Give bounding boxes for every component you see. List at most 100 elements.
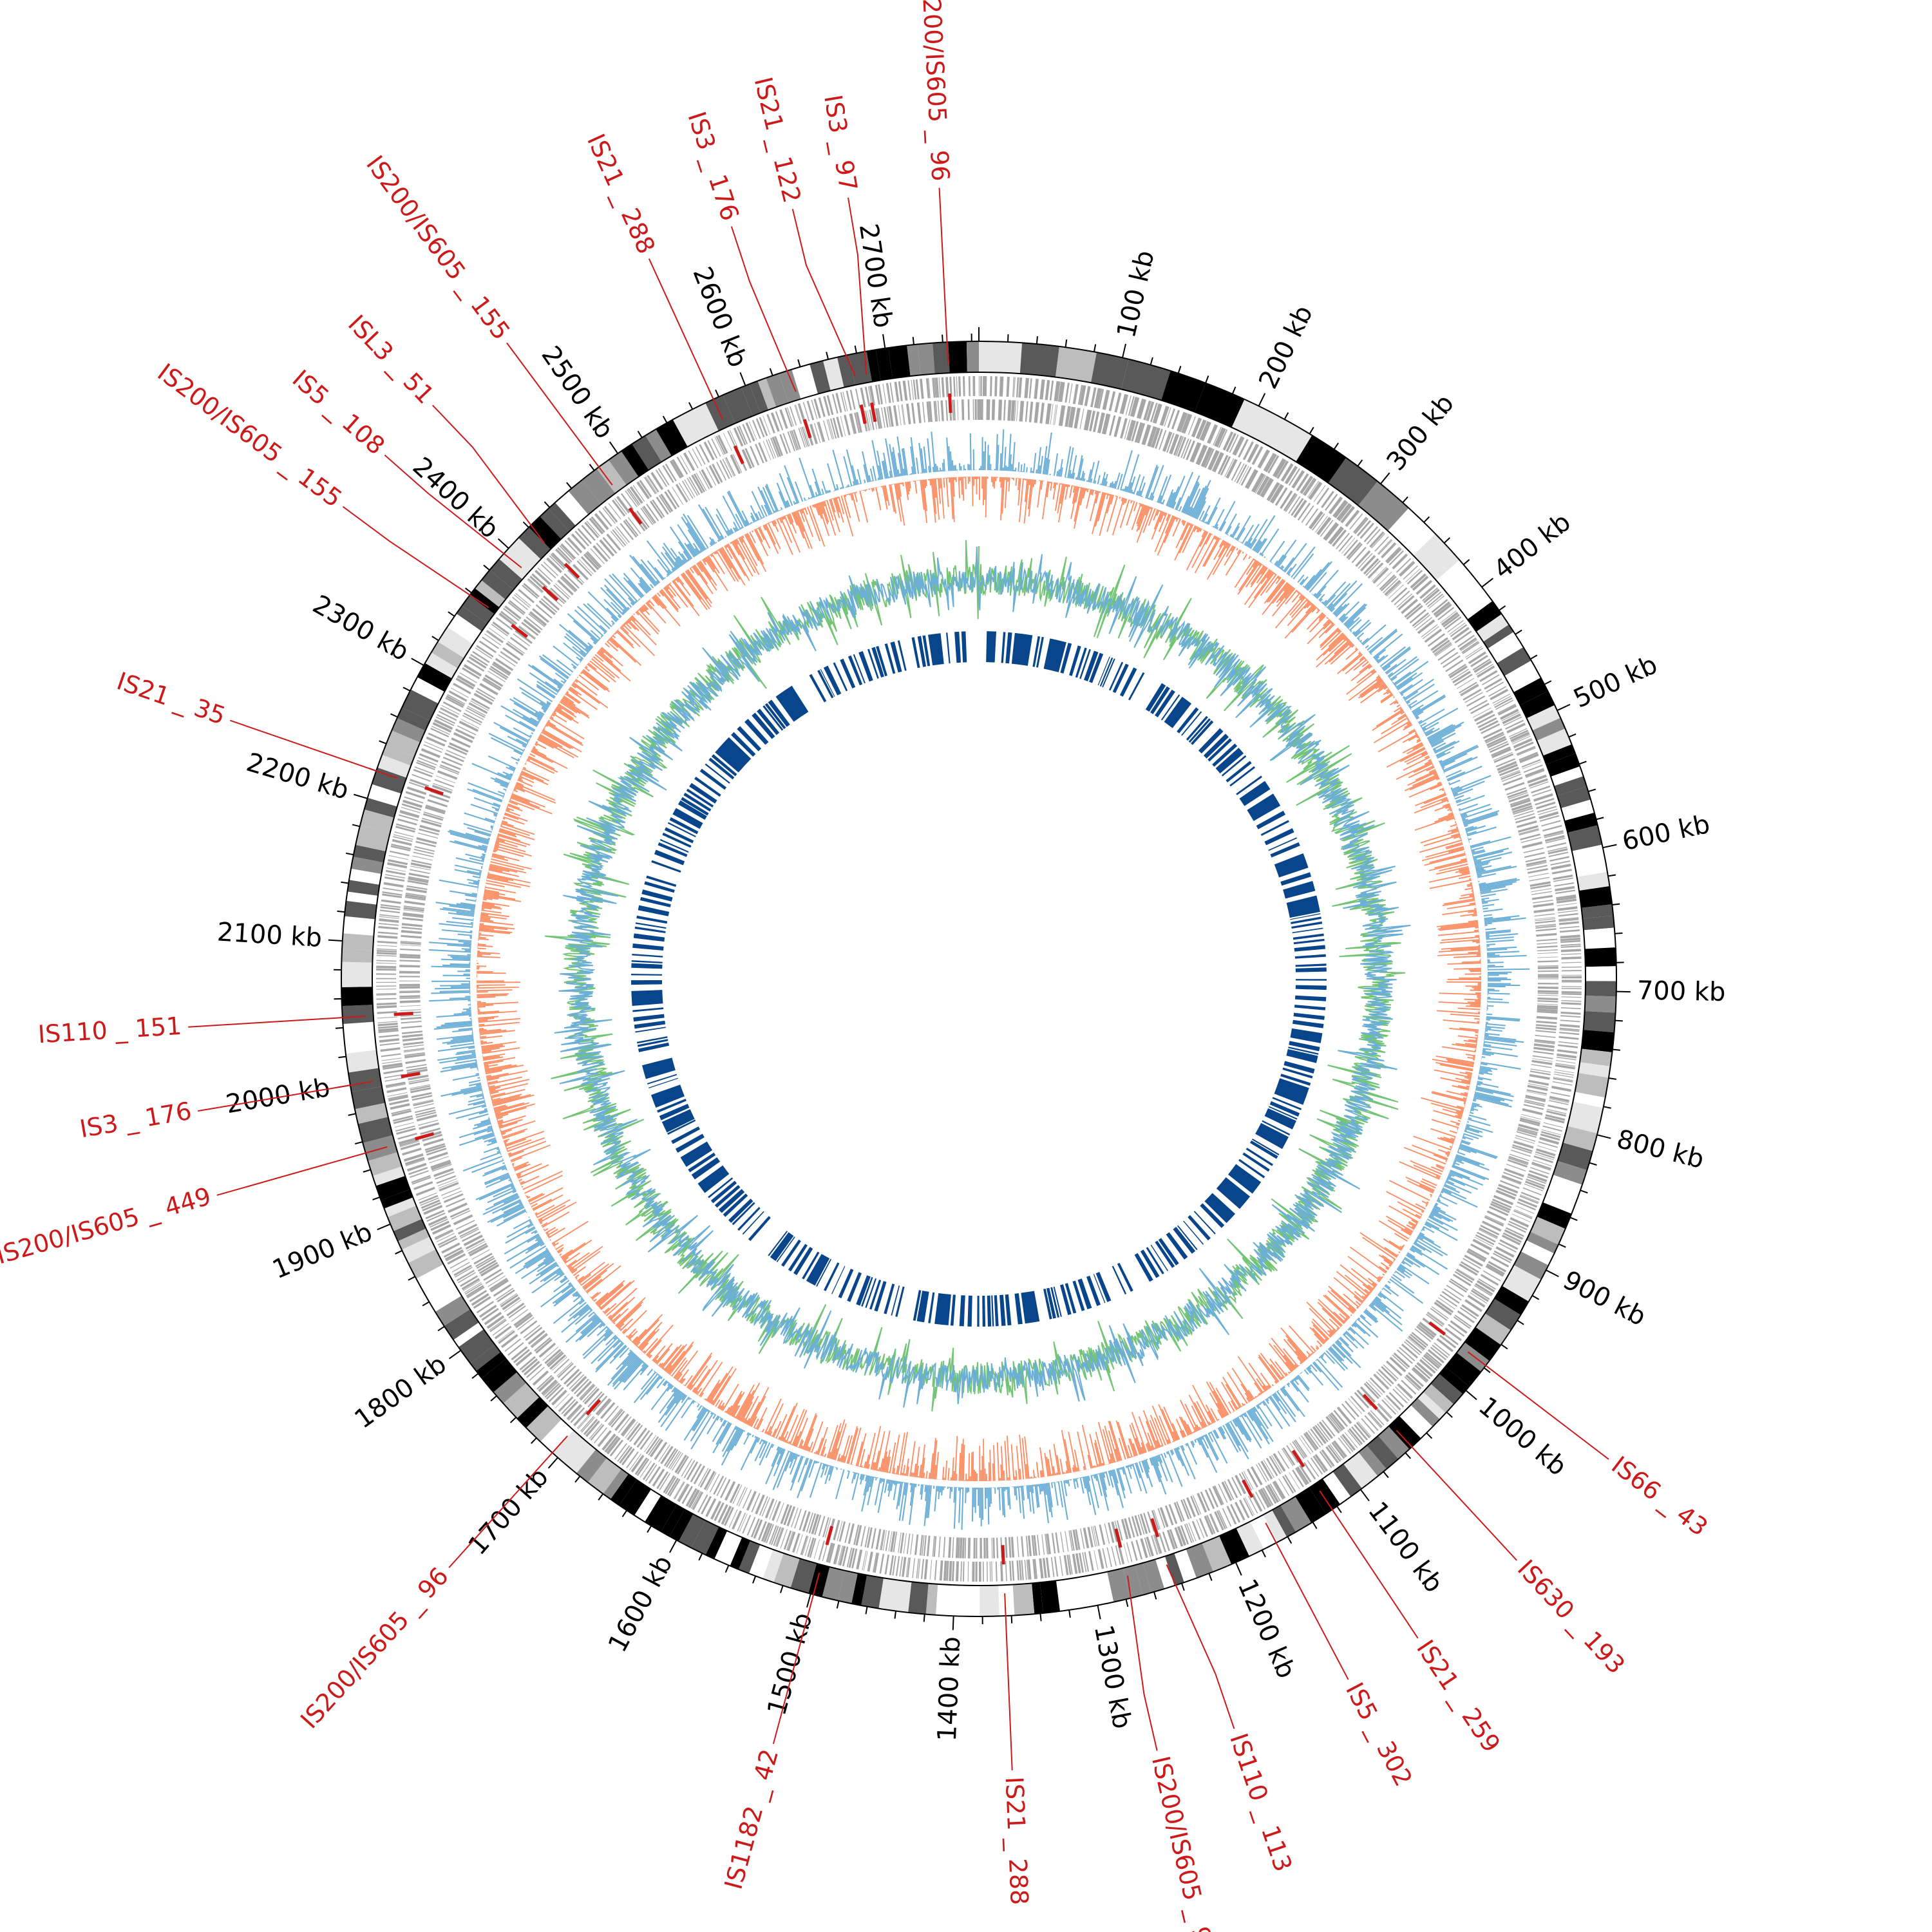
tick-mark [1405,1452,1412,1459]
gene-feature [1312,513,1325,531]
gene-feature [1441,612,1459,626]
gene-feature [566,1371,582,1387]
gene-feature [1235,1501,1245,1521]
gene-feature [706,467,717,486]
gene-feature [1559,1032,1580,1036]
gene-feature [873,1552,877,1573]
gene-feature [1139,1513,1148,1534]
tick-mark [1443,537,1450,544]
gene-feature [875,384,880,405]
gene-feature [1028,401,1034,422]
gene-feature [1197,1492,1208,1513]
feature-block [1290,913,1321,920]
gene-feature [1520,833,1540,840]
gene-feature [376,992,397,995]
gene-feature [558,1396,574,1412]
gene-feature [586,520,600,536]
feature-block [1160,694,1180,721]
gene-feature [1084,1551,1090,1572]
feature-block [802,1251,820,1280]
gene-feature [717,435,728,454]
gene-feature [1226,433,1236,452]
ideogram-band [925,1583,938,1615]
gene-feature [1547,846,1567,852]
gene-feature [421,819,442,828]
gene-feature [636,510,650,528]
gene-feature [1417,619,1435,634]
gene-feature [709,1473,720,1493]
ideogram-band [1567,825,1602,851]
gene-feature [1422,587,1438,601]
gene-feature [1533,793,1553,802]
gene-feature [1121,1519,1129,1540]
ideogram-band [749,1544,773,1579]
gene-feature [1204,1489,1215,1510]
gene-feature [1516,746,1536,755]
gene-feature [1320,520,1334,537]
gene-feature [639,1461,652,1478]
gene-feature [400,1014,421,1017]
gene-feature [1218,1510,1227,1529]
gene-feature [775,411,784,431]
feature-block [1164,696,1192,728]
gene-feature [408,1077,430,1083]
ideogram-band [582,468,616,504]
gene-feature [439,1182,459,1192]
gene-feature [793,429,801,450]
gene-feature [671,1452,683,1471]
feature-block [1183,1220,1204,1245]
gene-feature [527,579,543,594]
gene-feature [1328,496,1343,515]
gene-feature [627,489,639,506]
gene-feature [814,1515,822,1535]
gene-feature [594,513,609,531]
gene-feature [1386,582,1402,597]
gene-feature [448,690,468,702]
gene-feature [436,1233,455,1243]
gene-feature [479,683,498,696]
gene-feature [1296,473,1309,491]
gene-feature [884,1554,890,1575]
gene-feature [1151,1535,1159,1555]
ideogram-band [1476,614,1510,642]
gene-feature [1516,820,1537,828]
tick-mark [1153,1591,1157,1600]
gene-feature [1207,424,1218,444]
gene-feature [1484,677,1502,690]
gene-feature [527,1330,545,1345]
gene-feature [1535,920,1556,924]
ideogram-band [424,652,458,679]
gene-feature [408,781,428,790]
gene-feature [415,840,436,848]
gene-feature [576,560,592,576]
ideogram-band [347,880,380,896]
gene-feature [768,439,777,459]
feature-block [638,1042,670,1052]
is-element-label: IS200/IS605 _ 449 [0,1182,214,1269]
is-leader-line [188,1016,365,1028]
gene-feature [1336,502,1352,522]
gene-feature [1092,1526,1098,1547]
gene-feature [1434,643,1452,656]
feature-block [659,838,689,853]
gene-feature [911,379,914,400]
gene-feature [1401,1379,1417,1395]
gene-feature [688,450,699,469]
gene-feature [577,528,592,545]
feature-block [1293,1012,1325,1020]
gene-feature [1137,1514,1145,1535]
gene-feature [481,1307,499,1321]
gene-feature [566,1404,582,1420]
tick-mark [402,687,411,692]
gene-feature [833,1544,840,1565]
gene-feature [1198,1518,1208,1537]
ideogram-band [779,369,801,403]
feature-block [1262,1120,1291,1136]
gene-feature [1519,829,1539,836]
gene-feature [1519,753,1539,763]
gene-feature [676,457,688,475]
gene-feature [886,383,891,403]
gene-feature [1510,799,1531,808]
feature-block [646,875,677,887]
gene-feature [727,430,737,450]
